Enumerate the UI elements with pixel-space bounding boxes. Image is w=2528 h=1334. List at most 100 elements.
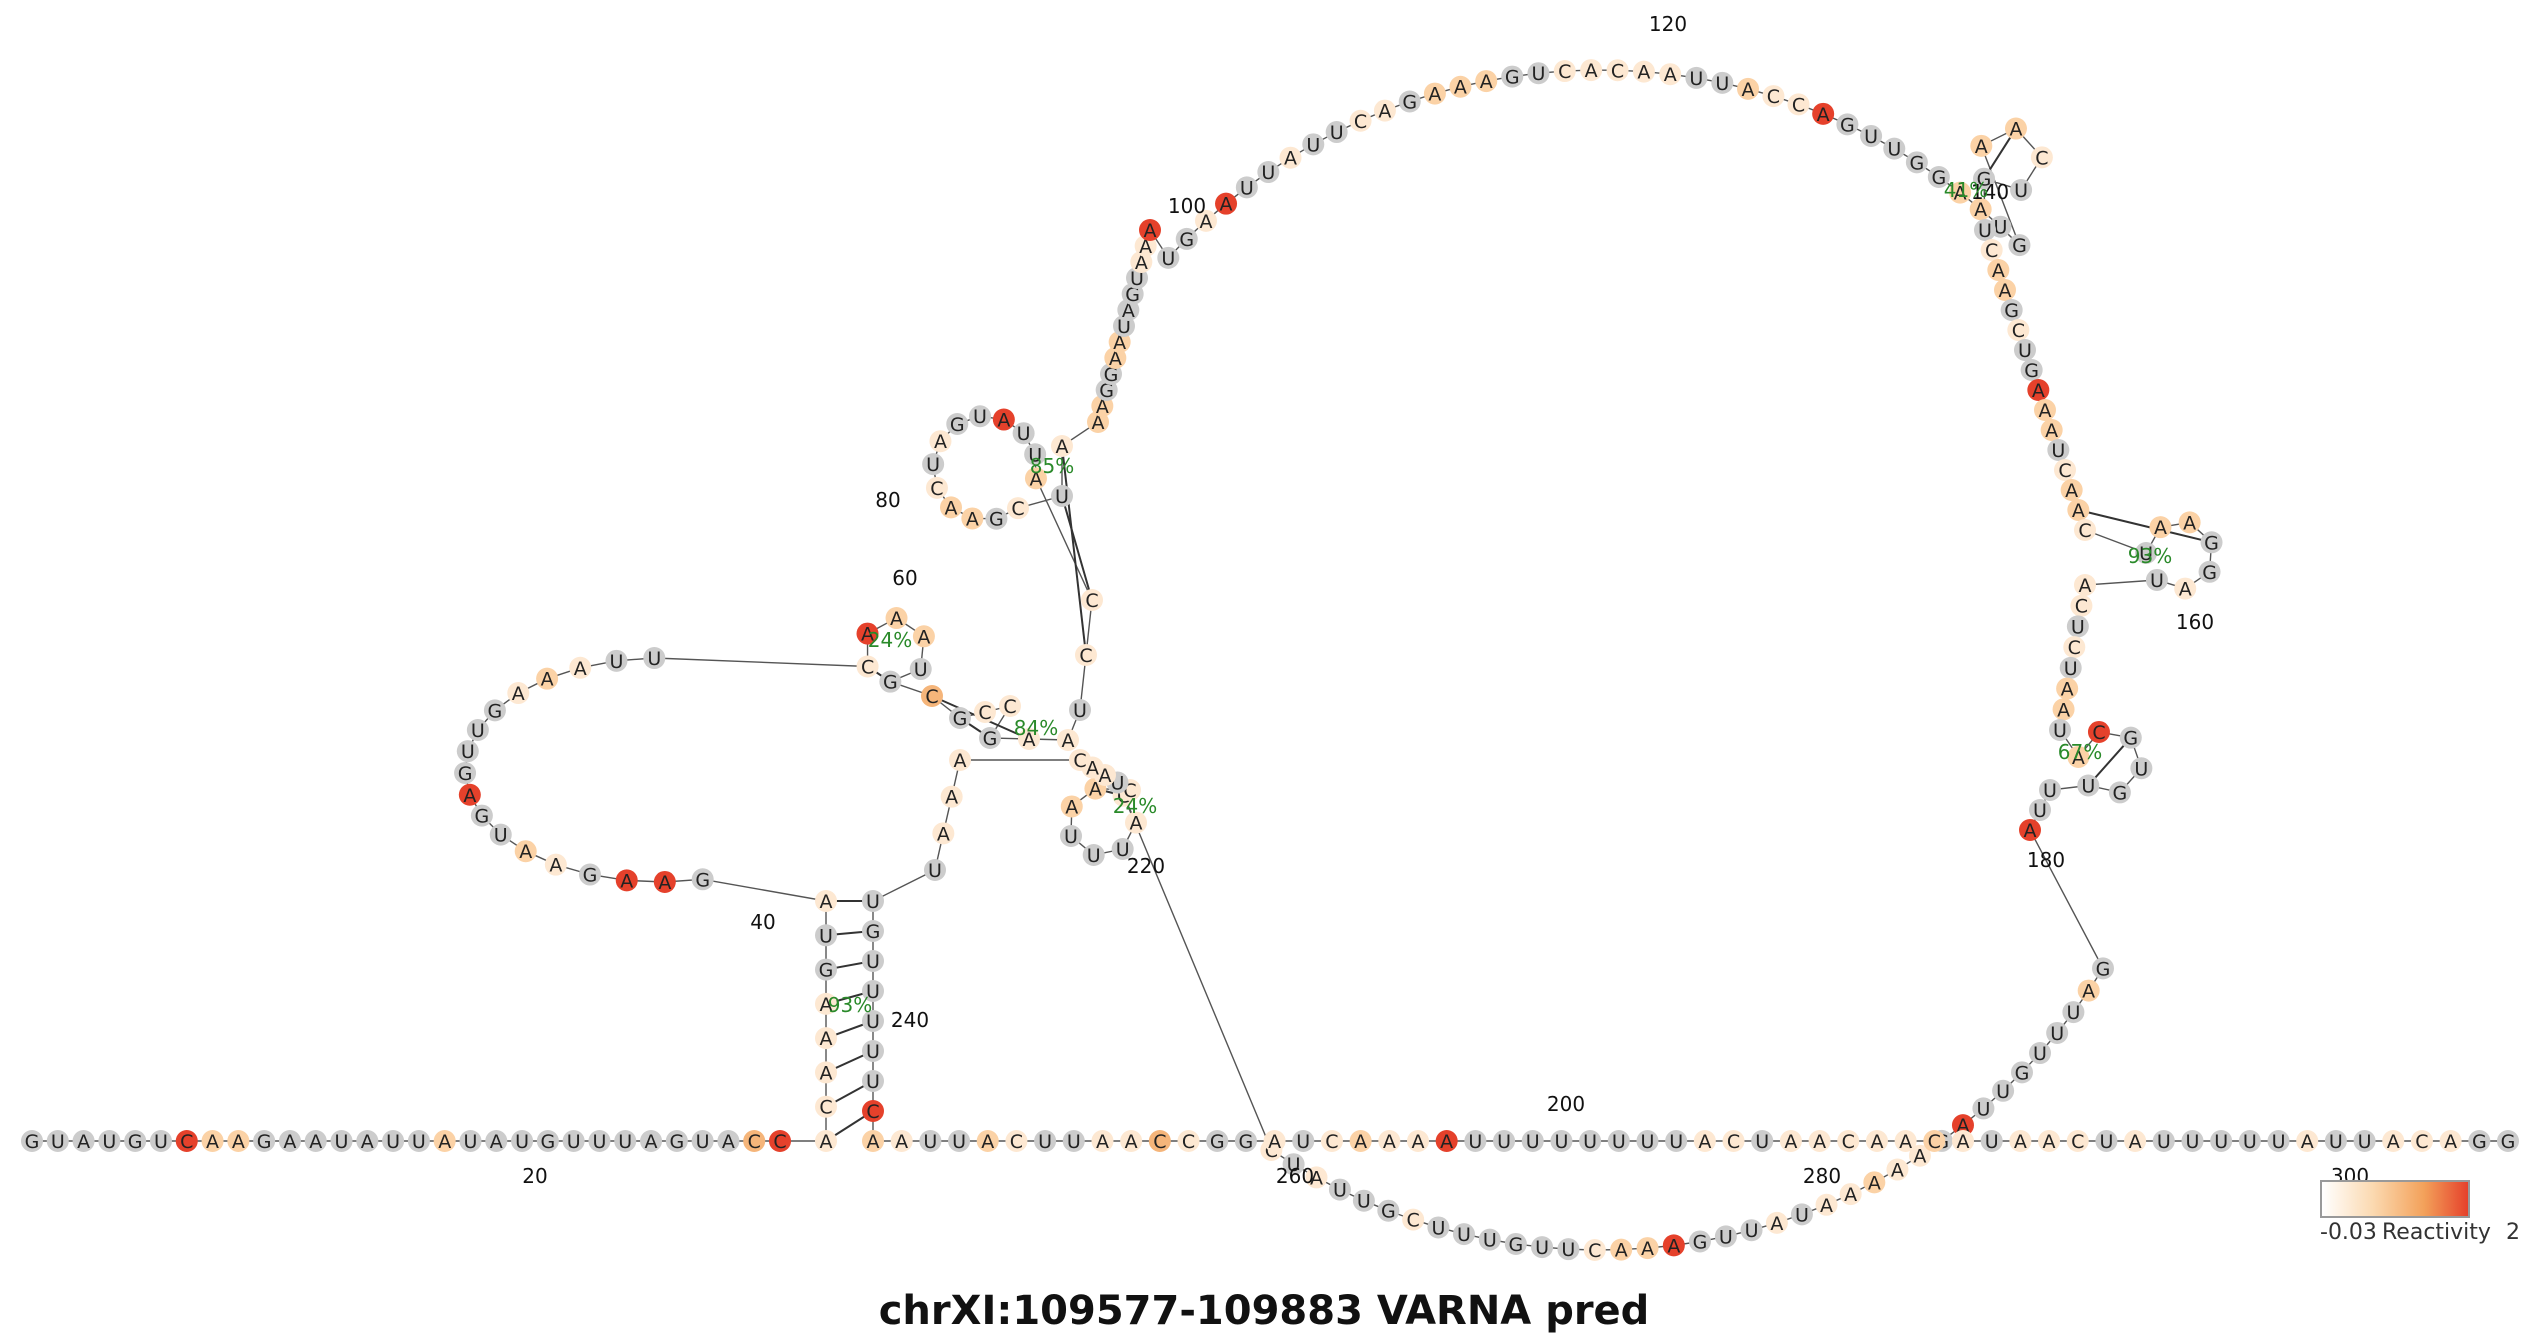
nucleotide-letter: A (1820, 1195, 1833, 1217)
nucleotide-circle (2067, 499, 2090, 521)
nucleotide-circle (862, 1130, 884, 1152)
nucleotide-letter: A (2009, 119, 2022, 141)
nucleotide-circle (691, 1130, 714, 1152)
nucleotide: A (507, 682, 530, 705)
nucleotide-letter: U (494, 825, 508, 847)
nucleotide: C (743, 1130, 766, 1153)
nucleotide-letter: U (592, 1131, 606, 1153)
nucleotide-letter: A (1698, 1131, 1711, 1153)
nucleotide-letter: A (2057, 699, 2070, 721)
nucleotide-letter: U (973, 406, 987, 428)
nucleotide: C (1980, 239, 2003, 262)
nucleotide: G (862, 920, 884, 943)
nucleotide-letter: U (2081, 776, 2095, 798)
nucleotide-circle (769, 1130, 791, 1152)
nucleotide-circle (1812, 102, 1835, 125)
nucleotide-letter: G (1402, 92, 1417, 114)
nucleotide-letter: U (1719, 1226, 1733, 1248)
nucleotide-letter: C (978, 702, 991, 724)
nucleotide-letter: A (820, 1131, 833, 1153)
nucleotide: A (1886, 1158, 1909, 1182)
nucleotide-letter: A (2082, 981, 2095, 1003)
nucleotide-letter: A (1428, 84, 1441, 106)
nucleotide: A (932, 822, 955, 845)
nucleotide-letter: A (954, 750, 967, 772)
nucleotide: C (1069, 749, 1091, 772)
nucleotide: A (2034, 399, 2056, 422)
nucleotide: U (1550, 1130, 1573, 1153)
nucleotide-circle (856, 655, 879, 678)
nucleotide-circle (1685, 66, 1708, 89)
nucleotide-letter: C (1407, 1210, 1420, 1232)
nucleotide-circle (2145, 568, 2168, 591)
nucleotide: A (2077, 979, 2100, 1003)
nucleotide-circle (569, 656, 592, 679)
nucleotide-letter: U (2066, 1002, 2080, 1024)
nucleotide: U (2066, 615, 2089, 638)
nucleotide-circle (815, 1061, 837, 1084)
nucleotide-circle (1972, 1097, 1995, 1120)
nucleotide-letter: U (1554, 1131, 1568, 1153)
nucleotide-letter: G (1125, 284, 1140, 306)
nucleotide: G (879, 670, 902, 694)
nucleotide: A (856, 622, 879, 646)
nucleotide: U (2238, 1130, 2261, 1153)
nucleotide: U (1478, 1228, 1501, 1252)
nucleotide-circle (1762, 85, 1785, 108)
nucleotide: A (1839, 1183, 1862, 1206)
nucleotide-circle (1779, 1130, 1802, 1152)
nucleotide-circle (2020, 359, 2043, 381)
nucleotide-letter: G (2123, 728, 2138, 750)
nucleotide-circle (717, 1130, 740, 1152)
nucleotide-letter: C (1073, 750, 1086, 772)
nucleotide-circle (1007, 497, 1030, 520)
nucleotide-circle (1860, 124, 1883, 147)
nucleotide-letter: G (1239, 1131, 1254, 1153)
nucleotide-letter: U (2150, 570, 2164, 592)
nucleotide: U (459, 1130, 482, 1153)
nucleotide-circle (1579, 1130, 1602, 1152)
nucleotide-circle (2038, 1130, 2061, 1152)
legend-min-label: -0.03 (2320, 1220, 2377, 1245)
nucleotide: G (483, 699, 506, 722)
nucleotide: A (1279, 146, 1302, 170)
nucleotide-letter: G (1693, 1231, 1708, 1253)
nucleotide-letter: U (2051, 440, 2065, 462)
nucleotide-letter: G (583, 865, 598, 887)
position-label: 20 (522, 1164, 547, 1188)
nucleotide-letter: U (1996, 1081, 2010, 1103)
nucleotide-letter: A (2179, 579, 2192, 601)
nucleotide-letter: U (866, 1011, 880, 1033)
nucleotide: A (1018, 728, 1040, 751)
nucleotide-letter: A (2065, 480, 2078, 502)
nucleotide-circle (175, 1130, 198, 1152)
nucleotide-circle (909, 658, 932, 681)
nucleotide-letter: U (2014, 180, 2028, 202)
nucleotide-circle (72, 1130, 95, 1152)
nucleotide-letter: A (1770, 1213, 1783, 1235)
nucleotide: U (149, 1130, 172, 1153)
nucleotide-circle (1992, 1079, 2015, 1102)
nucleotide-letter: C (1182, 1131, 1195, 1153)
nucleotide-letter: A (1999, 280, 2012, 302)
nucleotide-letter: A (490, 1131, 503, 1153)
nucleotide-letter: U (952, 1131, 966, 1153)
nucleotide-letter: A (2301, 1131, 2314, 1153)
nucleotide: U (382, 1130, 405, 1153)
nucleotide-circle (2052, 698, 2075, 721)
nucleotide: A (1970, 134, 1993, 158)
nucleotide-letter: A (1144, 220, 1157, 242)
nucleotide: U (2014, 339, 2036, 362)
nucleotide-letter: U (1296, 1131, 1310, 1153)
nucleotide: U (456, 740, 479, 763)
nucleotide-letter: A (1139, 236, 1152, 258)
nucleotide: G (949, 707, 971, 730)
nucleotide-letter: C (773, 1131, 786, 1153)
nucleotide-letter: C (2035, 147, 2048, 169)
backbone-path (32, 69, 2508, 1251)
nucleotide: G (691, 868, 714, 891)
nucleotide: C (2066, 1130, 2089, 1153)
nucleotide-circle (1659, 63, 1682, 86)
nucleotide-letter: A (2043, 1131, 2056, 1153)
nucleotide-circle (2009, 1130, 2032, 1152)
